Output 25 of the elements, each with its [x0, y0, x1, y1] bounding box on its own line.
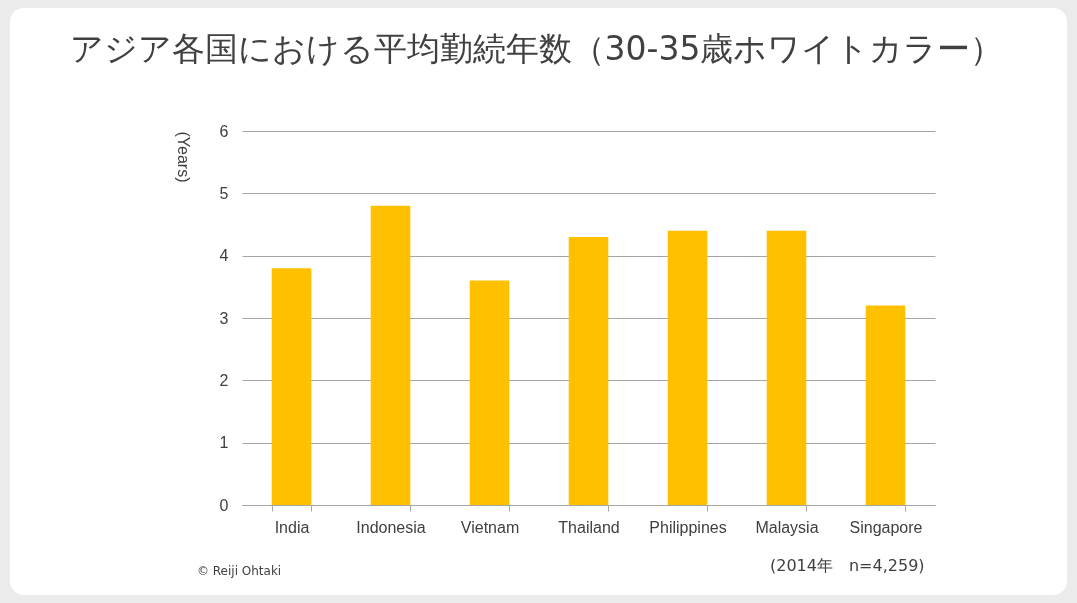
x-tick-label: Vietnam [460, 518, 520, 536]
bar [667, 230, 708, 505]
y-tick-label: 6 [219, 122, 229, 140]
bar [370, 205, 411, 505]
bar [271, 268, 312, 505]
y-tick-label: 2 [219, 371, 229, 389]
bar [469, 280, 510, 505]
y-axis-title: (Years) [174, 131, 192, 183]
chart-title: アジア各国における平均勤続年数（30-35歳ホワイトカラー） [69, 29, 1004, 68]
text: (2014年 n=4,259) [770, 556, 925, 577]
x-tick-label: Malaysia [755, 518, 819, 536]
text: © Reiji Ohtaki [197, 564, 282, 578]
y-tick-label: 0 [219, 496, 229, 514]
bar [865, 305, 906, 505]
y-tick-label: 3 [219, 309, 229, 327]
y-tick-label: 1 [219, 434, 229, 452]
x-tick-label: Indonesia [356, 518, 426, 536]
x-tick-label: India [274, 518, 310, 536]
x-tick-label: Thailand [558, 518, 620, 536]
x-tick-label: Singapore [849, 518, 923, 536]
y-tick-label: 4 [219, 247, 229, 265]
x-tick-label: Philippines [649, 518, 727, 536]
bar [568, 236, 609, 505]
bar [766, 230, 807, 505]
y-tick-label: 5 [219, 184, 229, 202]
